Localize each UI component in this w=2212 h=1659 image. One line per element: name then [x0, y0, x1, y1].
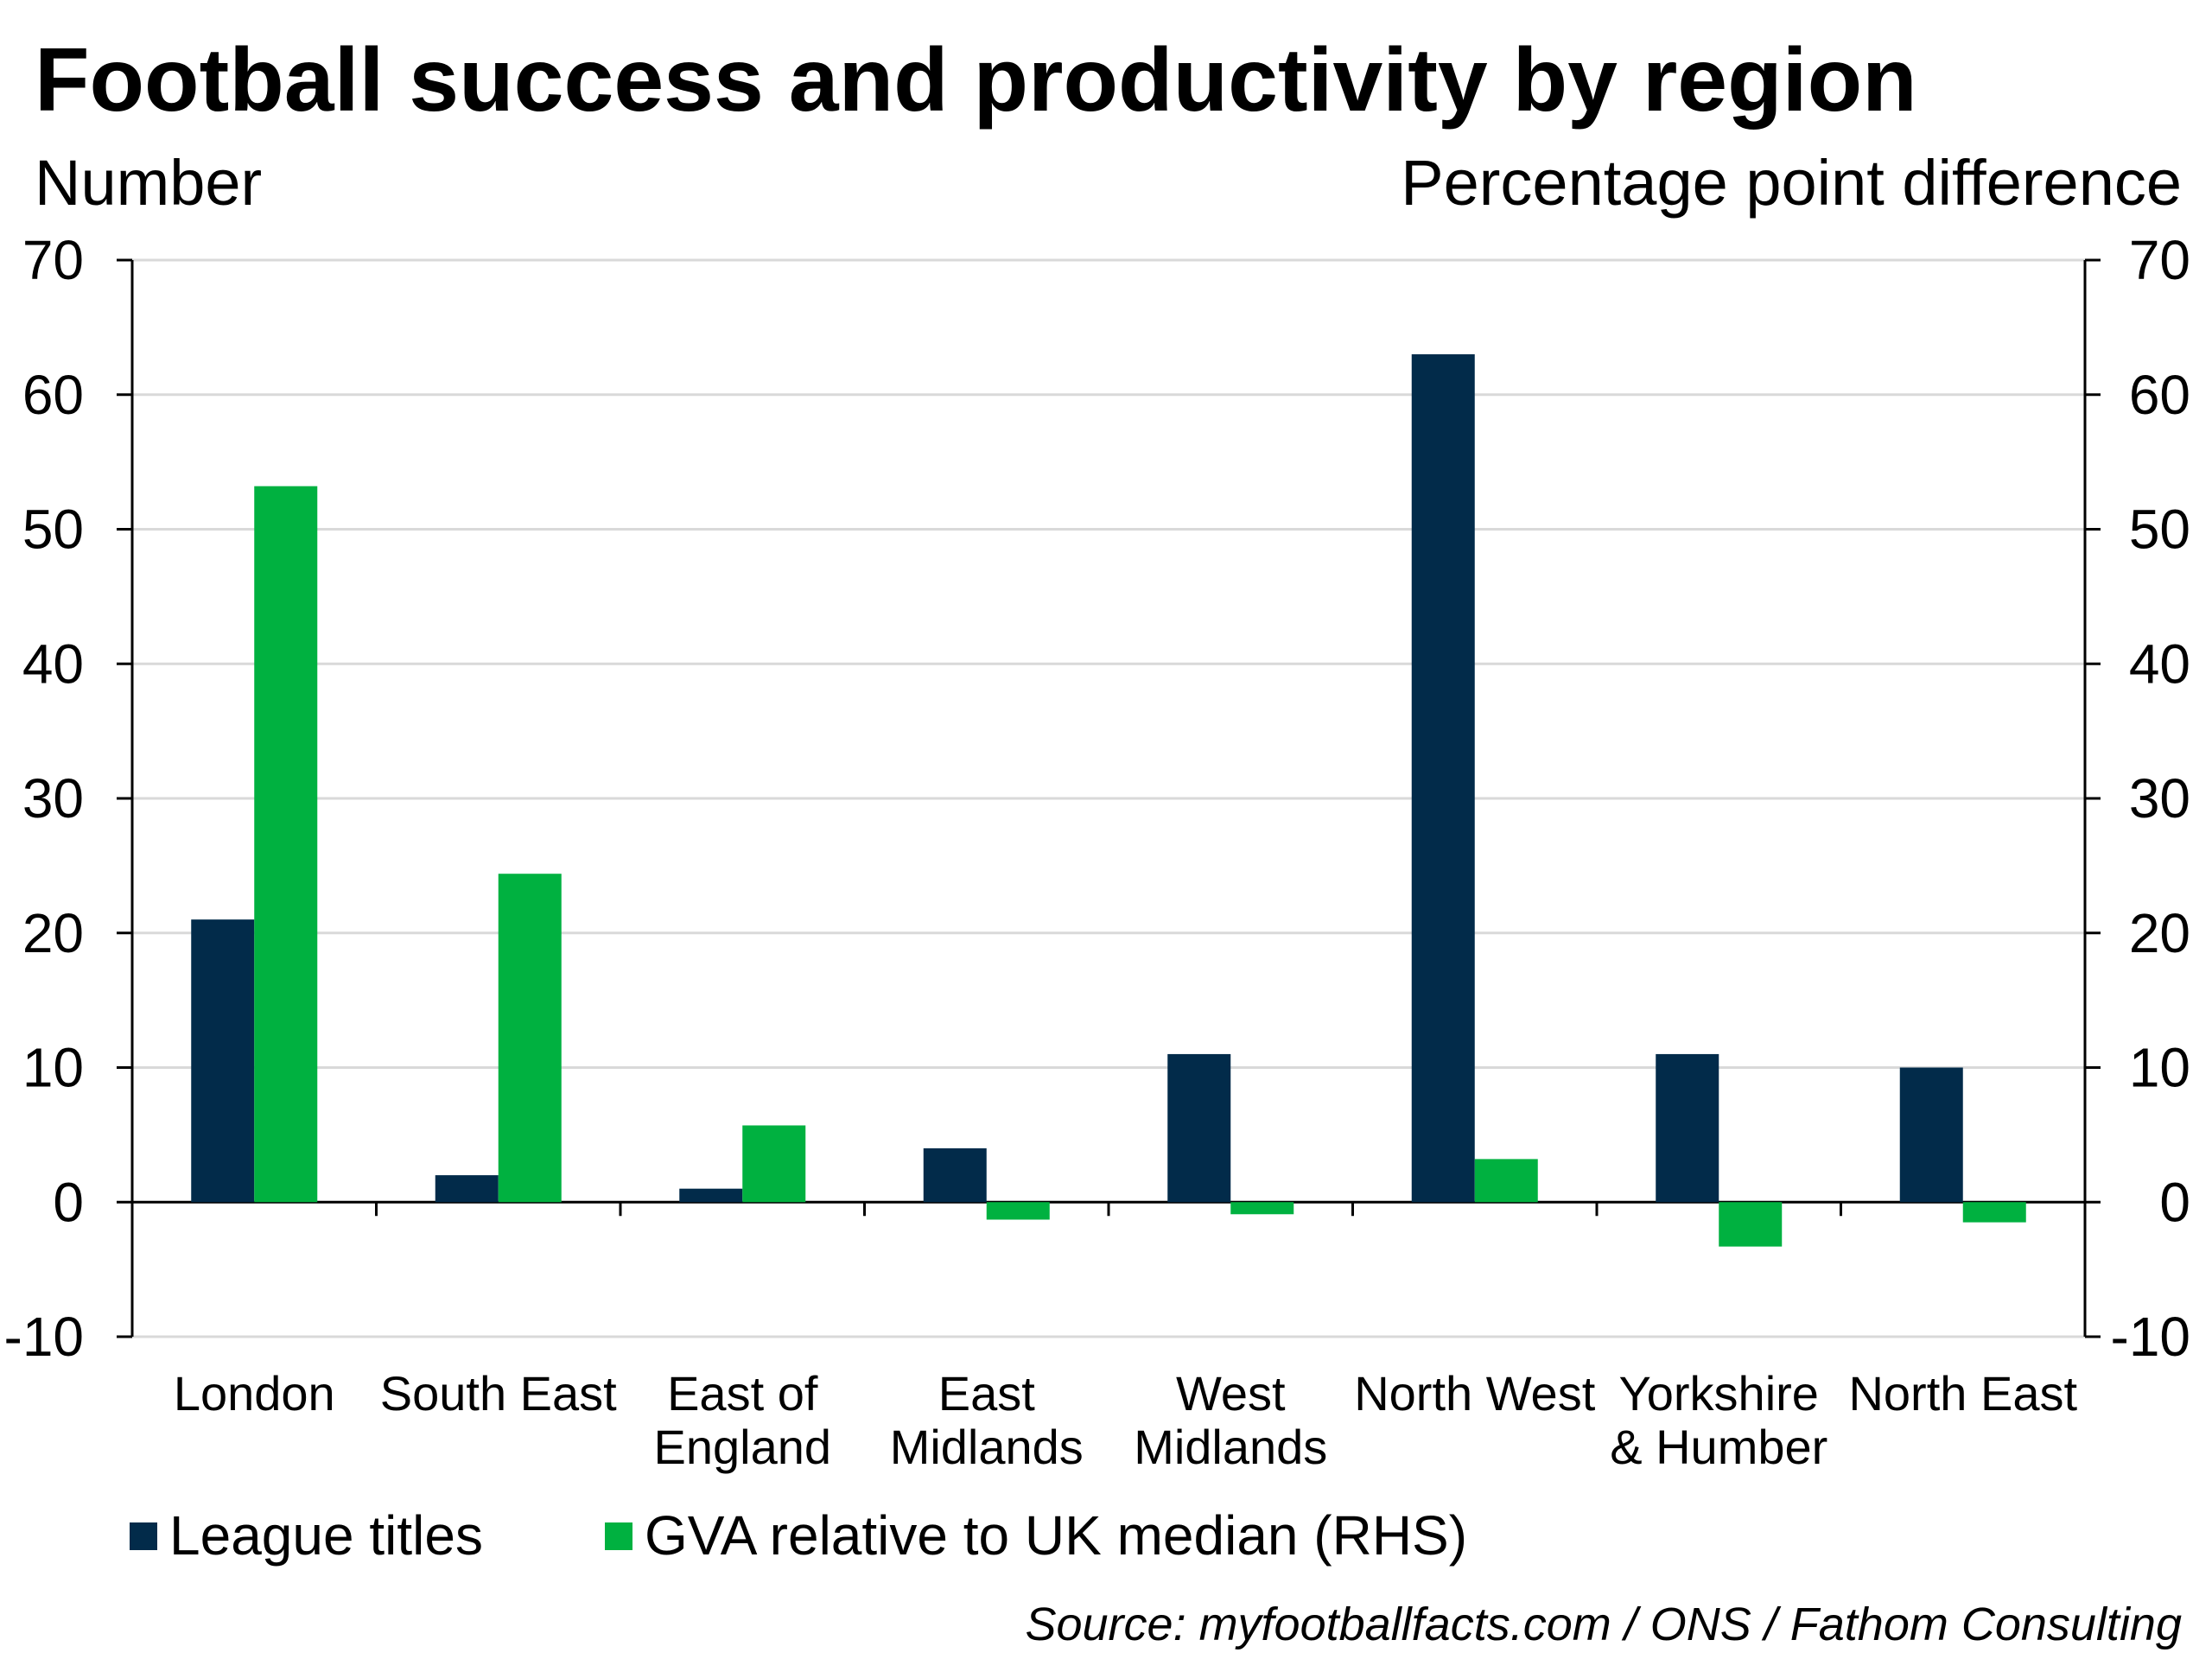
legend-swatch: [130, 1522, 157, 1550]
legend-swatch: [605, 1522, 632, 1550]
source-note: Source: myfootballfacts.com / ONS / Fath…: [1025, 1599, 2182, 1650]
bar-gva: [1962, 1202, 2026, 1223]
bar-gva: [742, 1125, 806, 1203]
category-label: Midlands: [1134, 1420, 1327, 1474]
bar-gva: [986, 1202, 1050, 1220]
right-tick-label: 40: [2129, 632, 2190, 695]
category-label: & Humber: [1610, 1420, 1827, 1474]
category-label: South East: [380, 1366, 617, 1421]
bar-league-titles: [1899, 1067, 1963, 1203]
bar-league-titles: [1411, 354, 1475, 1203]
category-label: Midlands: [890, 1420, 1084, 1474]
category-labels: London South East East ofEnglandEastMidlan…: [174, 1366, 2078, 1474]
right-tick-label: 50: [2129, 499, 2190, 561]
bars: [191, 354, 2026, 1247]
category-label: London: [174, 1366, 335, 1421]
left-tick-label: 50: [22, 499, 84, 561]
left-tick-label: 70: [22, 229, 84, 291]
left-tick-label: 30: [22, 767, 84, 830]
category-label: East of: [667, 1366, 818, 1421]
bar-gva: [1719, 1202, 1783, 1247]
left-axis-label: Number: [35, 147, 262, 219]
right-tick-label: 0: [2159, 1171, 2190, 1233]
bar-league-titles: [191, 919, 255, 1203]
bar-league-titles: [435, 1175, 499, 1203]
right-tick-label: 30: [2129, 767, 2190, 830]
gridlines: [132, 258, 2085, 1338]
left-tick-label: 60: [22, 364, 84, 426]
bar-gva: [1230, 1202, 1294, 1215]
category-label: North East: [1848, 1366, 2077, 1421]
category-label: East: [938, 1366, 1035, 1421]
tick-labels: 70 70 60 60 50 50 40 40 30 30 20 20 10 10 0 0 -10 -10: [4, 229, 2191, 1368]
bar-league-titles: [679, 1188, 743, 1203]
chart-title: Football success and productivity by reg…: [35, 30, 1917, 130]
legend: League titles GVA relative to UK median (…: [130, 1504, 1467, 1567]
right-tick-label: 70: [2129, 229, 2190, 291]
bar-league-titles: [1656, 1053, 1719, 1203]
category-label: England: [653, 1420, 831, 1474]
right-tick-label: 10: [2129, 1037, 2190, 1099]
legend-label: League titles: [169, 1504, 483, 1567]
right-tick-label: -10: [2111, 1306, 2191, 1368]
bar-league-titles: [923, 1147, 987, 1203]
left-tick-label: 40: [22, 632, 84, 695]
legend-label: GVA relative to UK median (RHS): [645, 1504, 1467, 1567]
bar-gva: [1474, 1159, 1538, 1203]
bar-gva: [254, 486, 318, 1203]
category-label: North West: [1354, 1366, 1595, 1421]
left-tick-label: 20: [22, 902, 84, 964]
left-tick-label: -10: [4, 1306, 85, 1368]
left-tick-label: 10: [22, 1037, 84, 1099]
bar-gva: [498, 874, 562, 1203]
left-tick-label: 0: [53, 1171, 84, 1233]
category-label: West: [1176, 1366, 1286, 1421]
category-label: Yorkshire: [1619, 1366, 1819, 1421]
right-tick-label: 60: [2129, 364, 2190, 426]
right-tick-label: 20: [2129, 902, 2190, 964]
bar-league-titles: [1167, 1053, 1231, 1203]
right-axis-label: Percentage point difference: [1401, 147, 2182, 219]
